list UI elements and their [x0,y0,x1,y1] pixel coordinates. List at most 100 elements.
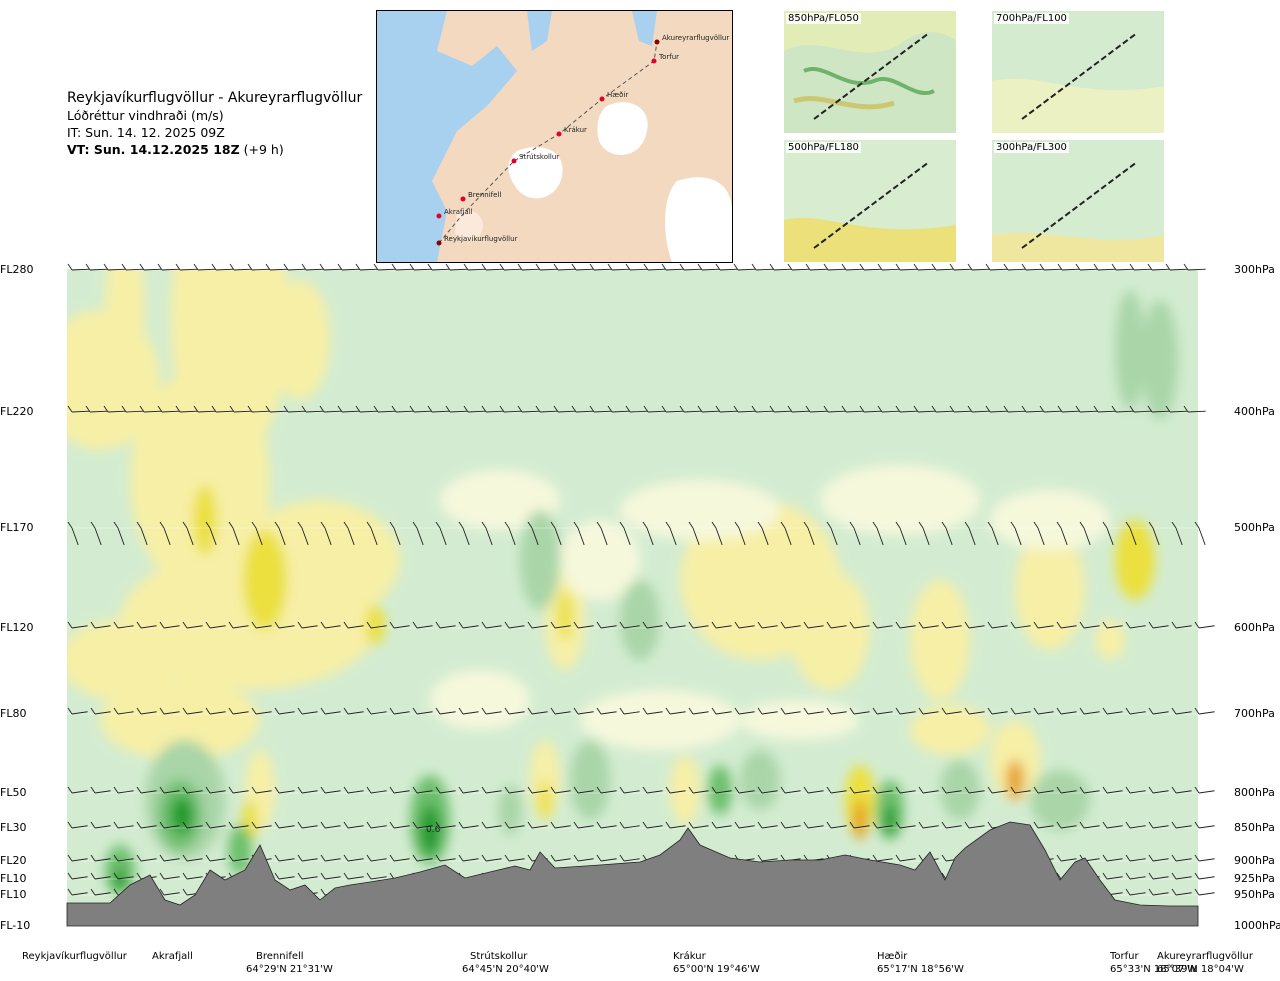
wind-barb [550,621,571,629]
wind-barb [895,786,916,794]
vertical-velocity-region [1015,530,1085,650]
wind-barb [159,621,180,629]
location-coord: 65°17'N 18°56'W [877,964,964,975]
wind-barb [757,621,778,629]
wind-barb [967,405,990,413]
wind-barb [985,263,1008,271]
wind-barb [182,786,203,794]
pressure-level-label: 1000hPa [1234,919,1280,932]
wind-barb [780,521,792,546]
wind-barb [1171,521,1183,546]
location-label: Hæðir 65°17'N 18°56'W [877,950,964,976]
wind-barb [343,872,364,880]
wind-barb [1125,888,1146,896]
wind-barb [734,621,755,629]
wind-barb [504,621,525,629]
wind-barb [535,405,558,413]
wind-barb [297,621,318,629]
wind-barb [504,707,525,715]
wind-barb [949,405,972,413]
wind-barb [780,821,801,829]
wind-barb [435,521,447,546]
wind-barb [913,263,936,271]
wind-barb [607,263,630,271]
wind-barb [320,707,341,715]
map-waypoint-label: Hæðir [607,91,628,99]
vertical-velocity-region [67,620,180,700]
wind-barb [1057,263,1080,271]
vertical-velocity-region [114,868,126,892]
wind-barb [1171,707,1192,715]
flight-level-label: FL20 [0,854,27,867]
wind-barb [1010,786,1031,794]
wind-barb [751,263,774,271]
wind-barb [193,263,216,271]
wind-barb [688,786,709,794]
vertical-velocity-region [790,570,870,690]
wind-barb [67,263,90,271]
vertical-velocity-region [228,825,252,875]
wind-barb [918,521,930,546]
wind-barb [895,854,916,862]
wind-barb [1148,872,1169,880]
map-waypoint: Reykjavíkurflugvöllur [436,235,518,246]
wind-barb [918,621,939,629]
mini-map-label: 500hPa/FL180 [786,142,861,153]
vertical-velocity-region [670,755,700,825]
wind-barb [67,521,79,546]
wind-barb [1039,405,1062,413]
wind-barb [734,821,755,829]
wind-barb [1021,405,1044,413]
wind-barb [136,854,157,862]
wind-barb [1171,888,1192,896]
wind-barb [1111,263,1134,271]
wind-barb [251,621,272,629]
wind-barb [1194,854,1215,862]
wind-barb [571,405,594,413]
wind-barb [463,263,486,271]
mini-map-label: 700hPa/FL100 [994,13,1069,24]
wind-barb [1057,405,1080,413]
wind-barb [527,786,548,794]
wind-barb [373,405,396,413]
wind-barb [931,263,954,271]
wind-barb [67,786,88,794]
flight-level-label: FL30 [0,821,27,834]
wind-barb [1194,707,1215,715]
wind-barb [643,405,666,413]
wind-barb [366,821,387,829]
wind-barb [343,521,355,546]
wind-barb [445,263,468,271]
wind-barb [389,821,410,829]
vertical-velocity-region [560,520,640,600]
wind-barb [366,854,387,862]
wind-barb [175,263,198,271]
wind-barb [787,405,810,413]
wind-barb [1129,263,1152,271]
wind-barb [1010,521,1022,546]
flight-level-label: FL220 [0,405,34,418]
location-name: Hæðir [877,951,908,962]
wind-barb [849,707,870,715]
wind-barb [504,521,516,546]
wind-barb [941,707,962,715]
wind-barb [1039,263,1062,271]
wind-barb [175,405,198,413]
wind-barb [987,786,1008,794]
location-name: Akureyrarflugvöllur [1157,951,1254,962]
wind-barb [872,854,893,862]
wind-barb [1171,854,1192,862]
wind-barb [823,263,846,271]
wind-barb [193,405,216,413]
wind-barb [355,263,378,271]
wind-barb [297,707,318,715]
wind-barb [136,707,157,715]
wind-barb [412,521,424,546]
issue-time: IT: Sun. 14. 12. 2025 09Z [67,125,225,140]
wind-barb [1010,621,1031,629]
wind-barb [139,405,162,413]
wind-barb [803,821,824,829]
vertical-velocity-region [570,740,610,820]
wind-barb [1093,405,1116,413]
wind-barb [711,621,732,629]
